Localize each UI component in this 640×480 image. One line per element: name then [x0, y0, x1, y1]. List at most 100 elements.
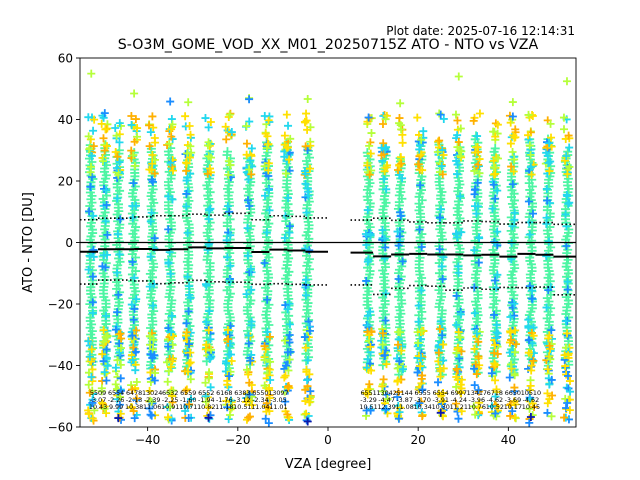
bin-count-label: 6552	[198, 389, 214, 397]
data-point	[86, 168, 95, 177]
data-point	[184, 98, 193, 107]
data-point	[201, 114, 210, 123]
data-point	[88, 272, 97, 281]
data-point	[545, 167, 554, 176]
data-point	[378, 340, 387, 349]
data-point	[453, 116, 462, 125]
data-point	[224, 335, 233, 344]
data-point	[561, 343, 570, 352]
data-point	[366, 406, 375, 415]
data-point	[147, 411, 156, 420]
data-point	[381, 145, 390, 154]
data-point	[146, 217, 155, 226]
data-point	[474, 258, 483, 267]
data-point	[262, 399, 271, 408]
data-point	[508, 98, 517, 107]
data-point	[226, 161, 235, 170]
data-point	[113, 308, 122, 317]
data-point	[303, 376, 312, 385]
data-point	[186, 358, 195, 367]
bin-std-label: 10.34	[414, 403, 432, 411]
data-point	[396, 121, 405, 130]
data-point	[111, 124, 120, 133]
data-point	[284, 193, 293, 202]
data-point	[565, 406, 574, 415]
data-point	[206, 335, 215, 344]
data-point	[111, 380, 120, 389]
data-point	[510, 208, 519, 217]
bin-mean-label: -3.29	[360, 396, 377, 404]
data-point	[302, 275, 311, 284]
data-point	[127, 111, 136, 120]
bin-count-label: 6478	[126, 389, 142, 397]
data-point	[363, 161, 372, 170]
data-point	[564, 371, 573, 380]
data-point	[201, 378, 210, 387]
data-point	[396, 99, 405, 108]
data-point	[260, 355, 269, 364]
data-point	[285, 299, 294, 308]
data-point	[203, 169, 212, 178]
data-point	[394, 274, 403, 283]
data-point	[131, 115, 140, 124]
data-point	[489, 180, 498, 189]
data-point	[99, 134, 108, 143]
data-point	[102, 409, 111, 418]
data-point	[397, 375, 406, 384]
data-point	[526, 395, 535, 404]
data-point	[300, 117, 309, 126]
bin-mean-label: -4.24	[450, 396, 467, 404]
y-tick-label: −60	[48, 420, 73, 434]
data-point	[115, 158, 124, 167]
data-point	[305, 326, 314, 335]
data-point	[222, 135, 231, 144]
data-point	[186, 130, 195, 139]
data-point	[469, 116, 478, 125]
data-point	[454, 268, 463, 277]
data-point	[113, 194, 122, 203]
data-point	[284, 366, 293, 375]
data-point	[543, 365, 552, 374]
data-point	[529, 331, 538, 340]
data-point	[474, 386, 483, 395]
data-point	[397, 159, 406, 168]
data-point	[243, 196, 252, 205]
data-point	[493, 186, 502, 195]
data-point	[280, 364, 289, 373]
bin-std-label: 10.91	[161, 403, 179, 411]
data-point	[547, 326, 556, 335]
data-point	[99, 326, 108, 335]
data-point	[86, 182, 95, 191]
data-point	[261, 129, 270, 138]
data-point	[471, 410, 480, 419]
bin-mean-label: -1.60	[180, 396, 197, 404]
data-point	[493, 329, 502, 338]
data-point	[303, 417, 312, 426]
data-point	[186, 142, 195, 151]
data-point	[470, 309, 479, 318]
bin-mean-label: -3.96	[469, 396, 486, 404]
bin-count-label: 6555	[415, 389, 431, 397]
data-point	[417, 286, 426, 295]
data-point	[457, 389, 466, 398]
data-point	[222, 147, 232, 157]
data-point	[245, 378, 254, 387]
data-point	[204, 326, 213, 335]
data-point	[436, 317, 445, 326]
data-point	[564, 199, 573, 208]
data-point	[282, 110, 291, 119]
data-point	[451, 110, 460, 119]
data-point	[116, 393, 125, 402]
bin-count-label: 6383	[234, 389, 250, 397]
data-point	[260, 342, 269, 351]
data-point	[166, 362, 175, 371]
data-point	[301, 397, 310, 406]
data-point	[301, 385, 310, 394]
data-point	[131, 366, 140, 375]
data-point	[87, 151, 96, 160]
data-point	[542, 184, 551, 193]
data-point	[396, 208, 405, 217]
data-point	[166, 97, 175, 106]
data-point	[456, 310, 465, 319]
data-point	[283, 382, 292, 391]
